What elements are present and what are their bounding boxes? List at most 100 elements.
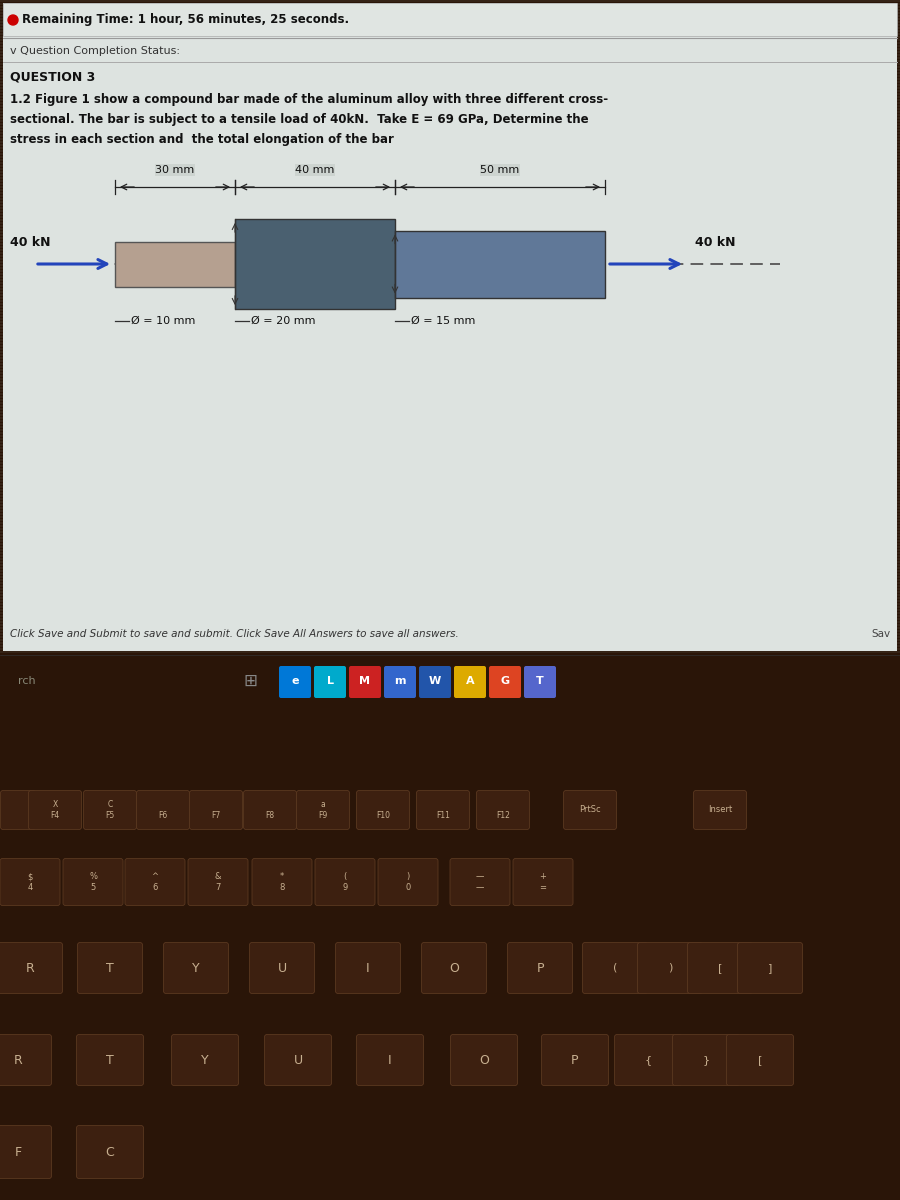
Text: QUESTION 3: QUESTION 3 (10, 71, 95, 84)
FancyBboxPatch shape (582, 942, 647, 994)
Text: e: e (292, 676, 299, 686)
FancyBboxPatch shape (315, 858, 375, 906)
Text: ⊞: ⊞ (243, 672, 256, 690)
FancyBboxPatch shape (296, 791, 349, 829)
FancyBboxPatch shape (508, 942, 572, 994)
Text: P: P (536, 961, 544, 974)
FancyBboxPatch shape (3, 2, 897, 650)
Text: Ø = 15 mm: Ø = 15 mm (411, 316, 475, 326)
Text: m: m (394, 676, 406, 686)
Text: sectional. The bar is subject to a tensile load of 40kN.  Take E = 69 GPa, Deter: sectional. The bar is subject to a tensi… (10, 114, 589, 126)
FancyBboxPatch shape (542, 1034, 608, 1086)
FancyBboxPatch shape (450, 858, 510, 906)
Text: 40 kN: 40 kN (10, 235, 50, 248)
Text: Sav: Sav (871, 629, 890, 638)
Text: I: I (366, 961, 370, 974)
FancyBboxPatch shape (77, 942, 142, 994)
Text: *
8: * 8 (279, 872, 284, 892)
Text: F7: F7 (212, 800, 220, 820)
FancyBboxPatch shape (76, 1034, 143, 1086)
FancyBboxPatch shape (188, 858, 248, 906)
FancyBboxPatch shape (384, 666, 416, 698)
Text: F10: F10 (376, 800, 390, 820)
Text: T: T (106, 1054, 114, 1067)
Text: Y: Y (202, 1054, 209, 1067)
FancyBboxPatch shape (63, 858, 123, 906)
FancyBboxPatch shape (190, 791, 242, 829)
FancyBboxPatch shape (172, 1034, 238, 1086)
Text: %
5: % 5 (89, 872, 97, 892)
Text: 1.2 Figure 1 show a compound bar made of the aluminum alloy with three different: 1.2 Figure 1 show a compound bar made of… (10, 94, 608, 107)
Text: Click Save and Submit to save and submit. Click Save All Answers to save all ans: Click Save and Submit to save and submit… (10, 629, 459, 638)
FancyBboxPatch shape (513, 858, 573, 906)
FancyBboxPatch shape (672, 1034, 740, 1086)
FancyBboxPatch shape (3, 2, 897, 36)
FancyBboxPatch shape (637, 942, 703, 994)
Text: ]: ] (768, 962, 772, 973)
FancyBboxPatch shape (417, 791, 470, 829)
Text: Y: Y (193, 961, 200, 974)
Text: rch: rch (18, 676, 36, 686)
FancyBboxPatch shape (279, 666, 311, 698)
Text: L: L (327, 676, 334, 686)
Text: F11: F11 (436, 800, 450, 820)
FancyBboxPatch shape (29, 791, 82, 829)
FancyBboxPatch shape (252, 858, 312, 906)
Text: [: [ (718, 962, 722, 973)
FancyBboxPatch shape (336, 942, 400, 994)
FancyBboxPatch shape (454, 666, 486, 698)
FancyBboxPatch shape (563, 791, 616, 829)
Text: Remaining Time: 1 hour, 56 minutes, 25 seconds.: Remaining Time: 1 hour, 56 minutes, 25 s… (22, 13, 349, 26)
Text: F6: F6 (158, 800, 167, 820)
Text: 30 mm: 30 mm (156, 164, 194, 175)
Text: T: T (536, 676, 544, 686)
Text: v Question Completion Status:: v Question Completion Status: (10, 46, 180, 56)
Text: X
F4: X F4 (50, 800, 59, 820)
FancyBboxPatch shape (524, 666, 556, 698)
FancyBboxPatch shape (0, 942, 62, 994)
Text: R: R (14, 1054, 22, 1067)
Text: O: O (449, 961, 459, 974)
Text: C: C (105, 1146, 114, 1158)
Text: A: A (465, 676, 474, 686)
FancyBboxPatch shape (249, 942, 314, 994)
Text: R: R (25, 961, 34, 974)
Bar (235, 218, 395, 308)
FancyBboxPatch shape (164, 942, 229, 994)
FancyBboxPatch shape (0, 1034, 51, 1086)
Text: ): ) (668, 962, 672, 973)
Text: F8: F8 (266, 800, 274, 820)
Text: stress in each section and  the total elongation of the bar: stress in each section and the total elo… (10, 133, 394, 146)
Bar (395, 230, 605, 298)
FancyBboxPatch shape (694, 791, 746, 829)
Text: }: } (702, 1055, 709, 1066)
Text: I: I (388, 1054, 392, 1067)
Text: 40 mm: 40 mm (295, 164, 335, 175)
Text: +
=: + = (539, 872, 546, 892)
FancyBboxPatch shape (489, 666, 521, 698)
Text: Ø = 20 mm: Ø = 20 mm (251, 316, 316, 326)
Text: W: W (429, 676, 441, 686)
FancyBboxPatch shape (244, 791, 296, 829)
Text: U: U (277, 961, 286, 974)
Text: Insert: Insert (708, 805, 732, 815)
Text: —
—: — — (476, 872, 484, 892)
FancyBboxPatch shape (356, 1034, 424, 1086)
Text: F: F (14, 1146, 22, 1158)
Text: [: [ (758, 1055, 762, 1066)
Text: P: P (572, 1054, 579, 1067)
FancyBboxPatch shape (76, 1126, 143, 1178)
Text: a
F9: a F9 (319, 800, 328, 820)
Circle shape (8, 14, 18, 25)
Text: O: O (479, 1054, 489, 1067)
FancyBboxPatch shape (84, 791, 137, 829)
Text: C
F5: C F5 (105, 800, 114, 820)
FancyBboxPatch shape (451, 1034, 518, 1086)
Text: ^
6: ^ 6 (151, 872, 158, 892)
FancyBboxPatch shape (356, 791, 410, 829)
FancyBboxPatch shape (137, 791, 190, 829)
FancyBboxPatch shape (726, 1034, 794, 1086)
FancyBboxPatch shape (0, 858, 60, 906)
Text: Ø = 10 mm: Ø = 10 mm (131, 316, 195, 326)
FancyBboxPatch shape (688, 942, 752, 994)
